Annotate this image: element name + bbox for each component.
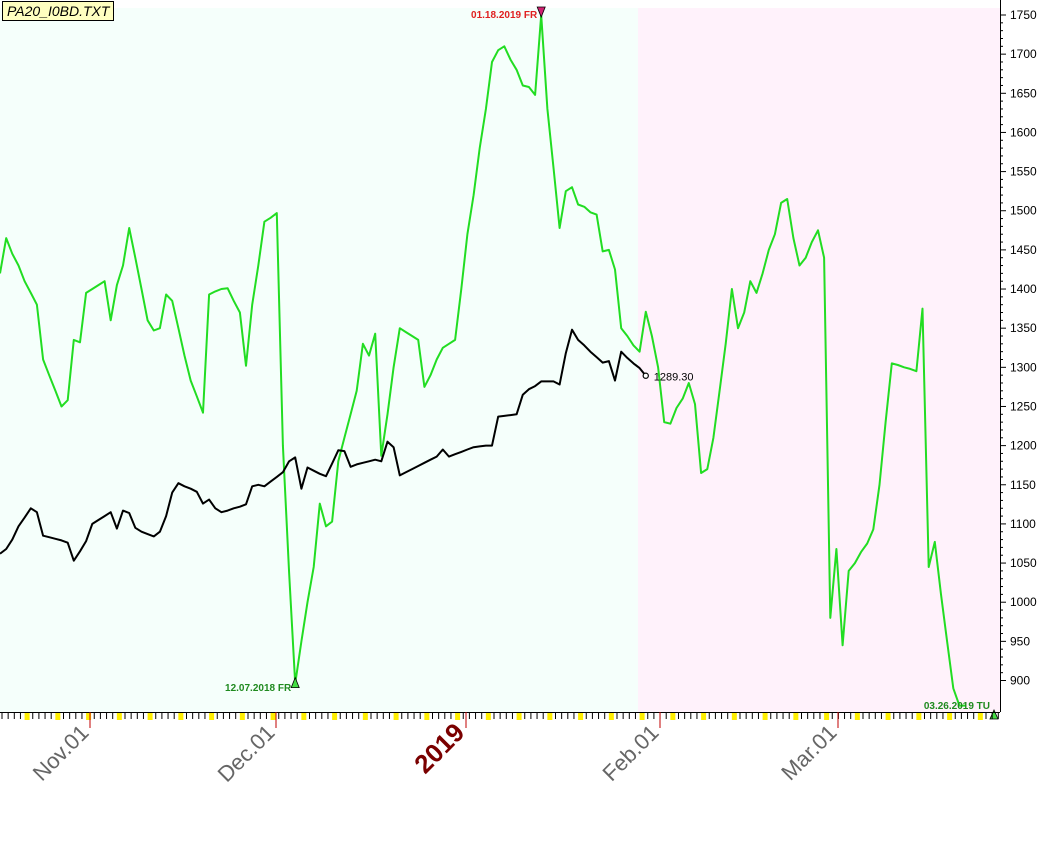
y-tick-label: 1750 (1010, 8, 1037, 22)
last-value-dot (642, 372, 649, 379)
x-week-marker (270, 713, 276, 720)
y-tick-label: 1650 (1010, 86, 1037, 100)
y-tick-label: 1600 (1010, 125, 1037, 139)
x-week-marker (516, 713, 522, 720)
x-week-marker (239, 713, 245, 720)
x-week-marker (147, 713, 153, 720)
x-month-label: Nov.01 (28, 720, 94, 786)
black-series-line (0, 328, 647, 562)
x-week-marker (947, 713, 953, 720)
y-tick-label: 1700 (1010, 47, 1037, 61)
x-week-marker (916, 713, 922, 720)
history-region (0, 8, 638, 712)
high-date-label: 01.18.2019 FR (471, 10, 538, 21)
x-week-marker (793, 713, 799, 720)
y-tick-label: 1200 (1010, 439, 1037, 453)
x-week-marker (670, 713, 676, 720)
last-value-label: 1289.30 (654, 372, 694, 384)
x-week-marker (701, 713, 707, 720)
green-series-line (0, 14, 966, 707)
x-week-marker (55, 713, 61, 720)
y-tick-label: 900 (1010, 674, 1030, 688)
x-week-marker (178, 713, 184, 720)
y-tick-label: 950 (1010, 634, 1030, 648)
x-year-label: 2019 (408, 717, 470, 779)
x-week-marker (332, 713, 338, 720)
x-week-marker (547, 713, 553, 720)
x-week-marker (639, 713, 645, 720)
x-week-marker (762, 713, 768, 720)
y-tick-label: 1350 (1010, 321, 1037, 335)
end-date-label: 03.26.2019 TU (924, 701, 990, 712)
y-tick-label: 1000 (1010, 595, 1037, 609)
x-week-marker (608, 713, 614, 720)
x-week-marker (824, 713, 830, 720)
y-tick-label: 1150 (1010, 478, 1036, 492)
x-month-label: Feb.01 (597, 720, 663, 786)
low-date-label: 12.07.2018 FR (225, 683, 292, 694)
x-week-marker (977, 713, 983, 720)
y-tick-label: 1500 (1010, 204, 1037, 218)
x-week-marker (362, 713, 368, 720)
x-month-label: Dec.01 (213, 720, 280, 787)
low-marker-icon (290, 676, 300, 689)
x-week-marker (393, 713, 399, 720)
x-month-label: Mar.01 (776, 720, 841, 785)
x-week-marker (301, 713, 307, 720)
x-week-marker (455, 713, 461, 720)
x-week-marker (854, 713, 860, 720)
y-tick-label: 1050 (1010, 556, 1037, 570)
x-week-marker (885, 713, 891, 720)
x-week-marker (485, 713, 491, 720)
x-week-marker (209, 713, 215, 720)
forecast-region (638, 8, 1000, 712)
file-name-label: PA20_I0BD.TXT (2, 1, 115, 21)
y-tick-label: 1100 (1010, 517, 1036, 531)
x-week-marker (424, 713, 430, 720)
x-week-marker (578, 713, 584, 720)
y-tick-label: 1250 (1010, 399, 1037, 413)
y-tick-label: 1300 (1010, 360, 1037, 374)
y-tick-label: 1550 (1010, 165, 1037, 179)
x-week-marker (731, 713, 737, 720)
high-marker-icon (536, 6, 546, 19)
x-week-marker (24, 713, 30, 720)
x-week-marker (116, 713, 122, 720)
y-tick-label: 1450 (1010, 243, 1037, 257)
y-tick-label: 1400 (1010, 282, 1037, 296)
x-week-marker (86, 713, 92, 720)
